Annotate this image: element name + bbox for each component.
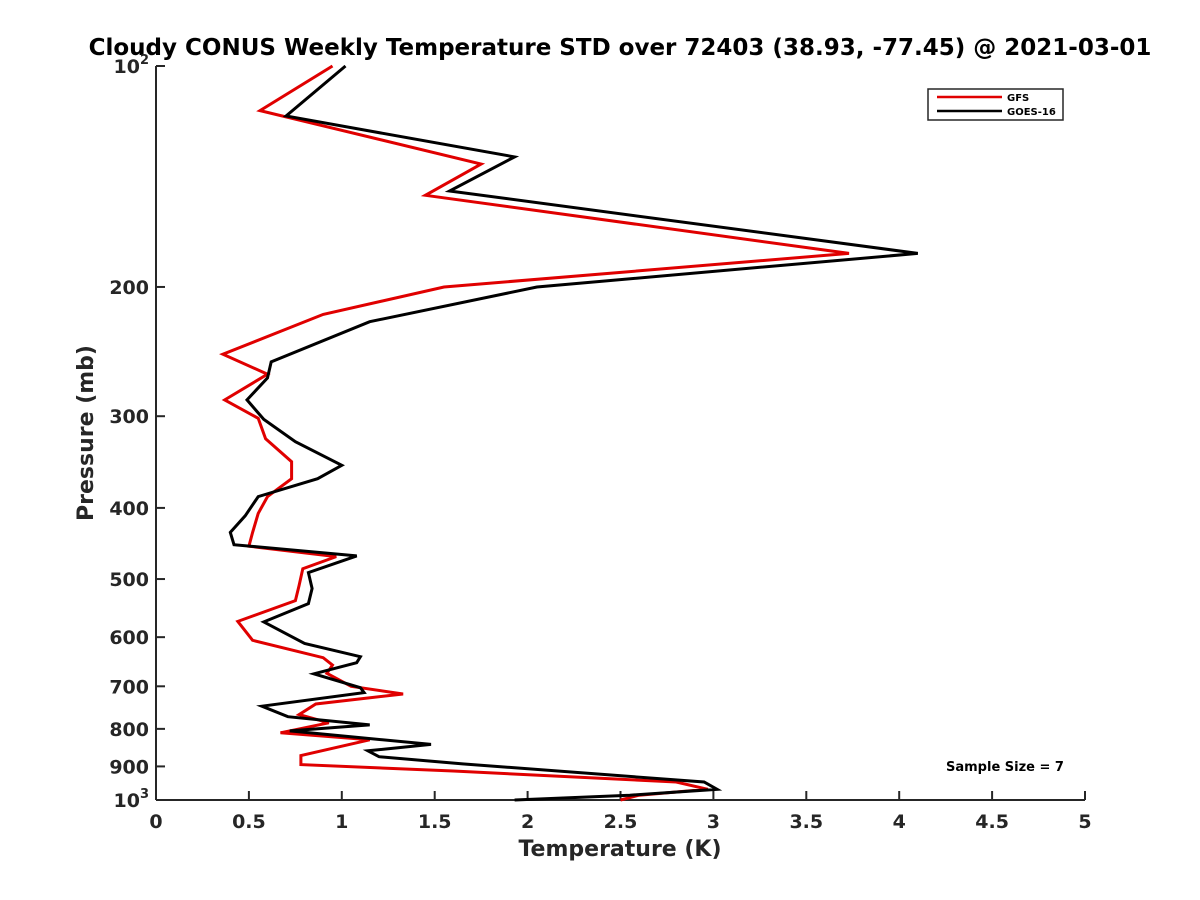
y-tick-label: 700	[109, 676, 149, 698]
chart-title: Cloudy CONUS Weekly Temperature STD over…	[89, 35, 1152, 61]
x-tick-label: 2.5	[604, 811, 638, 833]
x-tick-label: 4	[893, 811, 906, 833]
y-tick-exponent: 3	[140, 787, 149, 802]
x-tick-label: 1.5	[418, 811, 452, 833]
x-tick-label: 5	[1078, 811, 1091, 833]
legend-label-gfs: GFS	[1007, 93, 1029, 104]
x-tick-label: 3	[707, 811, 720, 833]
x-tick-label: 3.5	[789, 811, 823, 833]
x-axis-label: Temperature (K)	[518, 837, 721, 862]
x-tick-label: 0	[149, 811, 162, 833]
y-tick-label: 600	[109, 627, 149, 649]
x-ticks: 0 0.5 1 1.5 2 2.5 3 3.5 4 4.5 5	[149, 791, 1092, 833]
x-tick-label: 0.5	[232, 811, 266, 833]
series-line-gfs	[219, 64, 850, 802]
x-tick-label: 2	[521, 811, 534, 833]
y-tick-base: 10	[114, 56, 140, 78]
y-tick-label: 102	[114, 53, 150, 78]
y-tick-label: 200	[109, 277, 149, 299]
legend-box	[927, 88, 1064, 121]
y-tick-exponent: 2	[140, 53, 149, 68]
y-tick-label: 800	[109, 719, 149, 741]
y-tick-label: 500	[109, 569, 149, 591]
series-line-goes16	[228, 64, 918, 802]
y-tick-label: 300	[109, 406, 149, 428]
series-lines	[219, 64, 918, 802]
y-tick-label: 900	[109, 756, 149, 778]
x-tick-label: 4.5	[975, 811, 1009, 833]
y-tick-label: 400	[109, 498, 149, 520]
sample-size-annotation: Sample Size = 7	[946, 760, 1064, 775]
x-tick-label: 1	[335, 811, 348, 833]
y-tick-base: 10	[114, 790, 140, 812]
y-axis-label: Pressure (mb)	[74, 345, 99, 521]
legend-label-goes16: GOES-16	[1007, 107, 1056, 118]
y-tick-label: 103	[114, 787, 150, 812]
legend: GFS GOES-16	[927, 88, 1064, 121]
